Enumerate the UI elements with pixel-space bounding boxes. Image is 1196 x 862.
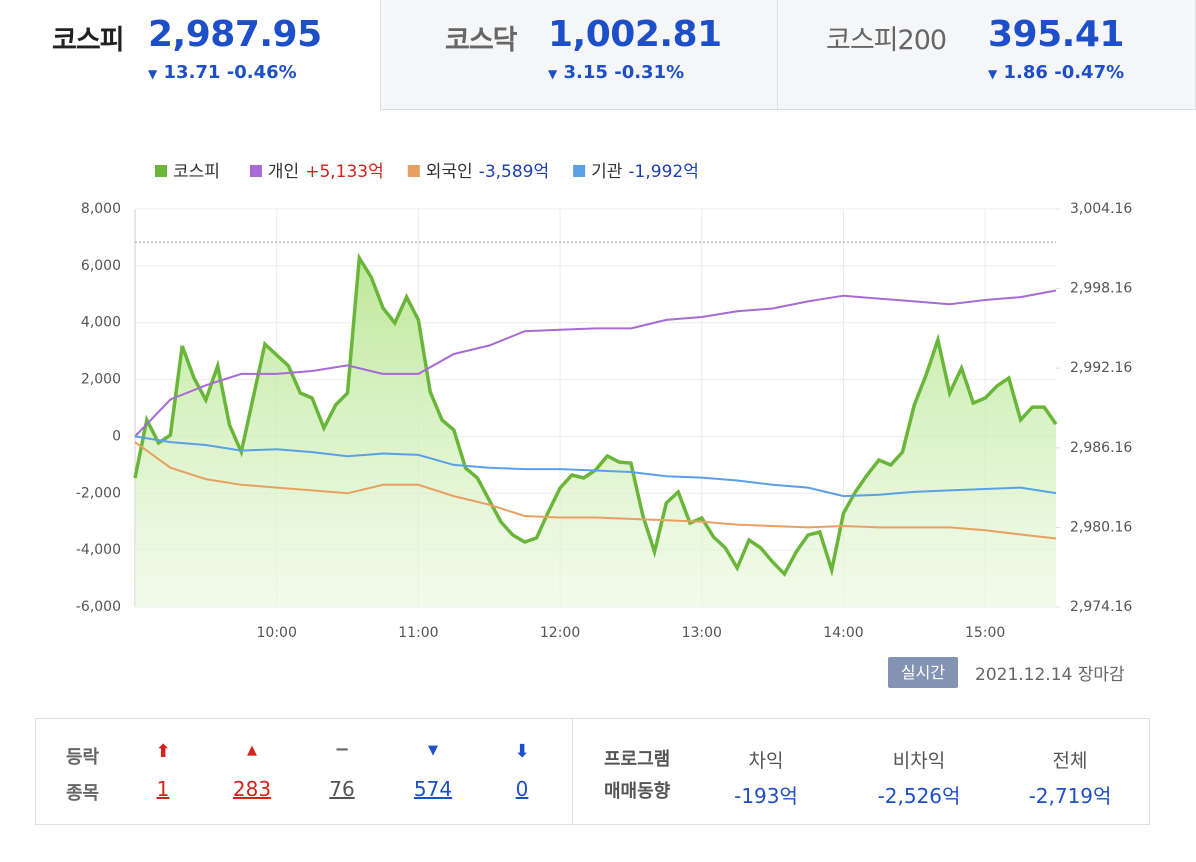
x-tick-label: 10:00 [257, 625, 297, 641]
change: 13.71 [163, 62, 221, 83]
col-header: 비차익 [892, 750, 946, 772]
legend-name: 외국인 [426, 162, 473, 182]
legend-name: 코스피 [173, 162, 220, 182]
count[interactable]: 283 [232, 777, 272, 801]
icon-upper-limit: ⬆ [155, 741, 171, 762]
x-tick-label: 15:00 [965, 625, 1005, 641]
y-tick-label: 2,000 [81, 372, 121, 388]
date: 2021.12.14 [975, 665, 1073, 685]
change: 1.86 [1003, 62, 1048, 83]
x-tick-label: 14:00 [823, 625, 863, 641]
label: 종목 [66, 783, 100, 804]
divider [572, 719, 573, 824]
y-tick-label: -4,000 [76, 542, 121, 558]
tab-kospi200[interactable]: 코스피200 395.41 ▼ 1.86 -0.47% [777, 0, 1196, 110]
legend-name: 개인 [268, 162, 299, 182]
rate: -0.31% [614, 62, 685, 83]
col-header: 차익 [748, 750, 784, 772]
x-tick-label: 11:00 [398, 625, 438, 641]
count[interactable]: 1 [156, 777, 170, 801]
realtime-badge[interactable]: 실시간 [888, 657, 958, 688]
legend-swatch [155, 165, 167, 177]
legend-swatch [573, 165, 586, 177]
change: 3.15 [563, 62, 608, 83]
session: 장마감 [1077, 665, 1125, 685]
icon-down: ▼ [428, 743, 438, 758]
label: 매매동향 [604, 781, 671, 802]
legend-total: -1,992억 [628, 162, 698, 182]
tab-change: ▼ 3.15 -0.31% [548, 62, 685, 83]
label: 등락 [66, 747, 100, 768]
col-value: -193억 [734, 784, 798, 808]
y2-tick-label: 2,986.16 [1070, 440, 1132, 456]
y2-tick-label: 2,980.16 [1070, 519, 1132, 535]
line [134, 435, 1057, 498]
tab-value: 395.41 [988, 14, 1124, 55]
tab-value: 2,987.95 [148, 14, 322, 55]
line [134, 441, 1057, 540]
tab-name: 코스피200 [826, 25, 947, 56]
y-tick-label: 0 [112, 428, 121, 444]
tab-change: ▼ 13.71 -0.46% [148, 62, 297, 83]
line [134, 289, 1057, 438]
y-tick-label: 6,000 [81, 258, 121, 274]
tab-kospi[interactable]: 코스피 2,987.95 ▼ 13.71 -0.46% [0, 0, 381, 110]
tab-value: 1,002.81 [548, 14, 722, 55]
legend-swatch [407, 165, 420, 177]
y-tick-label: -2,000 [76, 485, 121, 501]
summary-box: 등락 종목 ⬆ ▲ − ▼ ⬇ 1 283 76 574 0 프로그램 매매동향… [35, 718, 1150, 825]
area [135, 258, 1056, 607]
y2-tick-label: 2,998.16 [1070, 281, 1132, 297]
count[interactable]: 574 [413, 777, 453, 801]
legend-name: 기관 [591, 162, 622, 182]
label: 프로그램 [604, 749, 671, 770]
icon-flat: − [334, 739, 350, 760]
icon-lower-limit: ⬇ [514, 741, 530, 762]
y-tick-label: 4,000 [81, 315, 121, 331]
rate: -0.46% [226, 62, 297, 83]
y-tick-label: 8,000 [81, 201, 121, 217]
legend-total: +5,133억 [305, 162, 384, 182]
tab-change: ▼ 1.86 -0.47% [988, 62, 1125, 83]
chart: 8,000 6,000 4,000 2,000 0 -2,000 -4,000 -6,000 3… [76, 162, 1133, 641]
y2-tick-label: 2,974.16 [1070, 599, 1132, 615]
icon-up: ▲ [247, 743, 257, 758]
y2-tick-label: 3,004.16 [1070, 201, 1132, 217]
col-value: -2,719억 [1028, 784, 1112, 808]
legend-total: -3,589억 [479, 162, 549, 182]
tab-name: 코스닥 [445, 25, 518, 56]
tab-name: 코스피 [52, 25, 125, 56]
col-header: 전체 [1052, 750, 1088, 772]
count[interactable]: 0 [515, 777, 529, 801]
count[interactable]: 76 [329, 777, 355, 801]
x-tick-label: 12:00 [540, 625, 580, 641]
col-value: -2,526억 [877, 784, 961, 808]
y2-tick-label: 2,992.16 [1070, 360, 1132, 376]
legend-swatch [249, 165, 262, 177]
y-tick-label: -6,000 [76, 599, 121, 615]
status-date: 2021.12.14 장마감 [975, 660, 1125, 685]
tab-kosdaq[interactable]: 코스닥 1,002.81 ▼ 3.15 -0.31% [380, 0, 778, 110]
x-tick-label: 13:00 [682, 625, 722, 641]
rate: -0.47% [1054, 62, 1125, 83]
